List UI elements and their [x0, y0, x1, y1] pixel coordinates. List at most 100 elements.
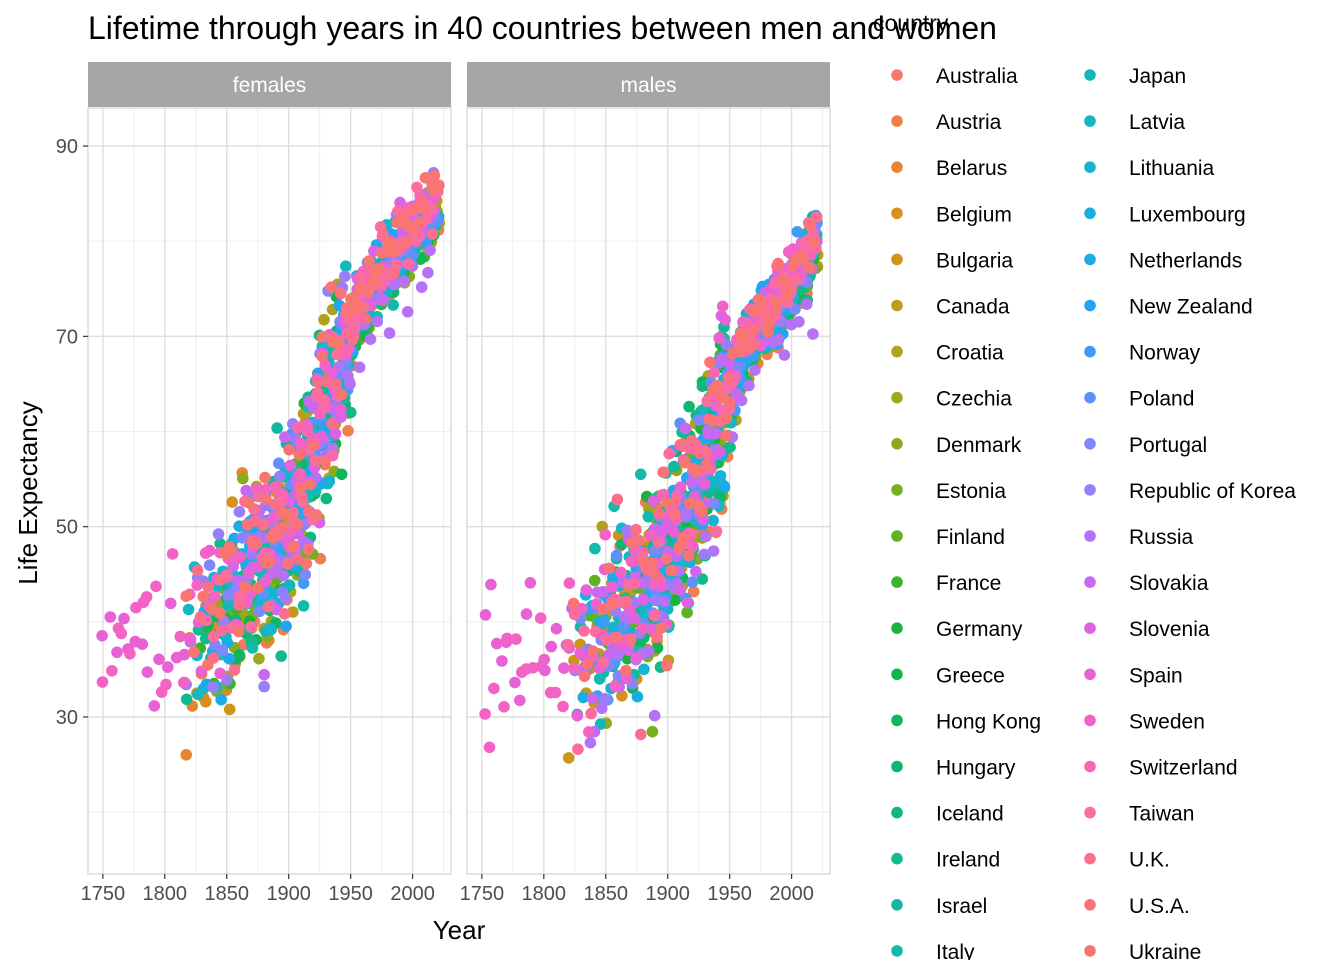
data-point [634, 468, 647, 481]
data-point [647, 495, 660, 507]
data-point [642, 645, 655, 657]
x-tick-label: 1750 [460, 883, 505, 905]
data-point [350, 300, 363, 312]
legend-label: Sweden [1129, 710, 1205, 733]
legend-key [891, 115, 903, 127]
data-point [293, 448, 306, 461]
grid [467, 108, 830, 874]
data-point [674, 481, 687, 494]
data-point [707, 383, 719, 396]
data-point [661, 659, 673, 672]
legend-label: Russia [1129, 526, 1194, 549]
data-point [199, 547, 212, 559]
series-ukraine [180, 169, 441, 671]
data-point [329, 427, 342, 440]
data-point [325, 367, 338, 379]
data-point [373, 263, 385, 275]
data-point [230, 553, 243, 565]
data-point [335, 388, 348, 401]
legend-label: Canada [936, 296, 1010, 319]
data-point [764, 316, 776, 329]
data-point [280, 620, 292, 632]
data-point [496, 655, 508, 667]
legend-label: Hungary [936, 757, 1016, 780]
legend-label: Ukraine [1129, 941, 1201, 960]
data-point [325, 281, 338, 294]
legend-key [891, 622, 903, 634]
data-point [488, 682, 500, 695]
data-point [527, 662, 539, 674]
data-point [777, 275, 790, 287]
legend-key [1084, 391, 1096, 404]
data-point [651, 642, 664, 654]
data-point [707, 497, 720, 510]
data-point [207, 630, 220, 643]
data-point [228, 664, 241, 676]
legend-key [891, 760, 903, 773]
legend-key [1084, 945, 1096, 957]
data-point [625, 555, 638, 568]
data-point [651, 631, 663, 643]
legend-key [891, 668, 903, 681]
data-point [714, 470, 727, 482]
legend-item: Hong Kong [891, 710, 1041, 733]
data-point [572, 743, 584, 755]
data-point [148, 700, 161, 712]
legend-item: Canada [891, 296, 1010, 319]
data-point [707, 514, 719, 527]
legend-label: U.K. [1129, 849, 1170, 872]
data-point [700, 530, 712, 543]
legend-key [1084, 207, 1096, 220]
legend-key [1084, 69, 1096, 81]
legend-key [891, 899, 903, 911]
data-point [262, 600, 275, 613]
data-point [686, 434, 698, 447]
data-point [649, 610, 661, 622]
legend-key [891, 530, 903, 542]
y-tick-label: 70 [56, 326, 78, 348]
y-tick-label: 30 [56, 707, 78, 729]
data-point [668, 526, 680, 538]
data-point [787, 243, 799, 255]
data-point [284, 459, 297, 472]
data-point [749, 364, 761, 376]
legend-key [891, 345, 903, 358]
data-point [599, 528, 611, 541]
data-point [261, 557, 273, 569]
x-tick-label: 2000 [769, 883, 814, 905]
data-point [426, 183, 438, 196]
legend-label: Republic of Korea [1129, 480, 1296, 503]
data-point [424, 244, 436, 257]
data-point [571, 709, 584, 722]
data-point [700, 447, 712, 459]
data-point [646, 557, 658, 569]
data-point [610, 549, 623, 562]
data-point [633, 534, 645, 547]
data-point [524, 577, 537, 589]
data-point [150, 580, 162, 593]
legend-item: Japan [1084, 65, 1186, 88]
legend-item: Netherlands [1084, 249, 1242, 272]
data-point [104, 611, 117, 623]
data-point [621, 652, 634, 665]
data-point [668, 460, 680, 473]
data-point [635, 728, 647, 741]
data-point [587, 645, 599, 657]
data-point [804, 219, 816, 232]
y-tick-label: 90 [56, 136, 78, 158]
legend-key [1084, 438, 1096, 450]
data-point [418, 203, 431, 215]
legend-item: U.S.A. [1084, 895, 1190, 918]
data-point [252, 582, 264, 594]
data-point [772, 257, 784, 270]
x-tick-label: 1900 [645, 883, 690, 905]
legend-label: Greece [936, 664, 1005, 687]
data-point [583, 726, 595, 738]
data-point [200, 696, 212, 708]
data-point [316, 350, 328, 363]
data-point [720, 429, 732, 442]
data-point [752, 293, 765, 306]
data-point [223, 541, 236, 553]
legend-label: Italy [936, 941, 975, 960]
data-point [580, 584, 593, 596]
